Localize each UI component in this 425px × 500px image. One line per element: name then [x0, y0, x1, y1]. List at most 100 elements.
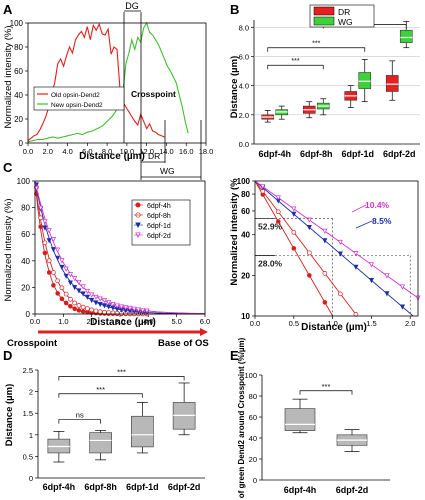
- cl-point-6dpf-8h: [97, 309, 103, 315]
- a-xtick-label: 16.0: [179, 147, 194, 156]
- panel-c-left-xlabel: Distance (µm): [90, 317, 156, 328]
- panel-e-axes: 0 20 40 60 80 100: [244, 371, 390, 485]
- panel-b-boxes: [261, 21, 413, 123]
- percent-10-4: 10.4%: [365, 200, 390, 210]
- panel-label-e: E: [230, 348, 239, 363]
- a-ytick-label: 80: [14, 43, 23, 52]
- cr-point-6dpf-1d: [368, 278, 374, 284]
- ytick-label: 1: [29, 431, 33, 440]
- d-6dpf-1d-box: [131, 415, 154, 448]
- a-ytick-label: 40: [14, 91, 23, 100]
- cr-point-6dpf-4h: [307, 273, 312, 278]
- cl-point-6dpf-2d: [118, 304, 124, 310]
- cr-point-6dpf-2d: [322, 228, 328, 234]
- cr-point-6dpf-1d: [322, 238, 328, 244]
- b-sig-bracket: [267, 64, 324, 70]
- d-sig-label: ***: [96, 385, 105, 394]
- cl-xtick-label: 0.0: [30, 317, 40, 326]
- cr-point-6dpf-8h: [275, 209, 281, 215]
- e-sig-bracket: [299, 390, 353, 395]
- cl-point-6dpf-2d: [55, 247, 61, 253]
- cl-point-6dpf-1d: [84, 294, 90, 300]
- cr-xtick-label: 0.0: [250, 319, 260, 328]
- panel-b-chart: Distance (µm) 0.02.04.06.08.0 ********* …: [229, 4, 420, 159]
- cl-point-6dpf-1d: [59, 264, 65, 271]
- cr-point-6dpf-1d: [291, 211, 297, 217]
- cr-point-6dpf-8h: [322, 270, 328, 276]
- ytick-label: 100: [244, 371, 257, 380]
- cl-point-6dpf-8h: [38, 215, 44, 221]
- a-xtick-label: 14.0: [159, 147, 174, 156]
- cl-point-6dpf-2d: [33, 185, 39, 192]
- cl-point-6dpf-2d: [110, 301, 116, 308]
- cl-point-6dpf-2d: [38, 205, 44, 211]
- cl-xtick-label: 2.0: [86, 317, 96, 326]
- a-xtick-label: 10.0: [120, 147, 135, 156]
- percent-52-9: 52.9%: [258, 221, 283, 231]
- d-sig-bracket: [58, 376, 185, 381]
- cr-point-6dpf-4h: [275, 219, 281, 224]
- cl-point-6dpf-1d: [63, 273, 69, 279]
- cr-point-6dpf-1d: [306, 225, 312, 231]
- panel-a-xlabel: Distance (µm): [79, 151, 145, 162]
- crosspoint-label-a: Crosspoint: [131, 89, 176, 99]
- d-category-label: 6dpf-4h: [43, 482, 76, 492]
- cl-point-6dpf-8h: [59, 285, 65, 291]
- panel-c-right-annotations: 52.9% 28.0% 10.4% 8.5%: [255, 200, 411, 316]
- cl-xtick-label: 1.0: [58, 317, 68, 326]
- cl-point-6dpf-1d: [89, 297, 95, 304]
- panel-e-ylabel: Slope of green Dend2 around Crosspoint (…: [237, 337, 246, 500]
- dr-6dpf-2d-box: [385, 75, 399, 92]
- ytick-label: 6.0: [239, 52, 249, 61]
- cl-point-6dpf-2d: [123, 305, 129, 311]
- cl-point-6dpf-4h: [68, 304, 73, 309]
- ytick-label: 2.0: [239, 111, 249, 120]
- ytick-label: 0: [253, 476, 257, 485]
- cl-legend-label: 6dpf-4h: [147, 203, 171, 210]
- cr-point-6dpf-2d: [368, 262, 374, 268]
- cl-point-6dpf-8h: [42, 240, 48, 246]
- cr-point-6dpf-8h: [306, 250, 312, 256]
- cl-point-6dpf-8h: [63, 291, 69, 297]
- ytick-label: 4.0: [239, 82, 249, 91]
- arrow-head: [200, 328, 208, 336]
- d-6dpf-8h-box: [89, 432, 112, 454]
- cl-point-6dpf-1d: [46, 238, 52, 244]
- cl-point-6dpf-1d: [76, 288, 82, 294]
- a-ytick-label: 100: [10, 19, 24, 28]
- d-sig-bracket: [58, 393, 143, 398]
- panel-e-categories: 6dpf-4h 6dpf-2d: [284, 485, 369, 495]
- ytick-label: 60: [249, 413, 257, 422]
- panel-d-ylabel: Distance (µm): [4, 384, 15, 447]
- panel-b-ylabel: Distance (µm): [229, 56, 240, 119]
- panel-label-d: D: [3, 348, 12, 363]
- cr-fit-6dpf-2d: [254, 180, 419, 299]
- cr-ytick-label: 60: [241, 207, 250, 216]
- a-ytick-label: 0: [19, 139, 24, 148]
- e-6dpf-4h-box: [284, 408, 316, 431]
- panel-b-categories: 6dpf-4h 6dpf-8h 6dpf-1d 6dpf-2d: [259, 149, 416, 159]
- d-category-label: 6dpf-8h: [84, 482, 117, 492]
- cl-point-6dpf-2d: [144, 308, 150, 314]
- legend-dr: DR: [338, 7, 350, 17]
- dg-label: DG: [125, 1, 139, 11]
- cl-point-6dpf-1d: [42, 225, 48, 231]
- cl-point-6dpf-2d: [127, 305, 133, 312]
- ytick-label: 2.5: [23, 366, 33, 375]
- arrow-10-4: [351, 204, 367, 213]
- wg-6dpf-1d-box: [358, 72, 372, 89]
- a-ytick-label: 20: [14, 115, 23, 124]
- cr-point-6dpf-2d: [337, 239, 343, 246]
- panel-a-yticks: 0 20 40 60 80 100: [10, 19, 28, 148]
- b-sig-label: ***: [291, 58, 299, 65]
- cr-point-6dpf-1d: [399, 304, 406, 310]
- panel-d-significance: ns *** ***: [58, 367, 185, 424]
- b-sig-label: ***: [312, 41, 320, 48]
- cl-point-6dpf-2d: [72, 276, 78, 282]
- cl-point-6dpf-2d: [59, 258, 65, 264]
- cl-xtick-label: 6.0: [200, 317, 210, 326]
- cr-point-6dpf-8h: [291, 229, 297, 235]
- cl-point-6dpf-2d: [84, 288, 90, 295]
- cl-point-6dpf-2d: [140, 308, 146, 314]
